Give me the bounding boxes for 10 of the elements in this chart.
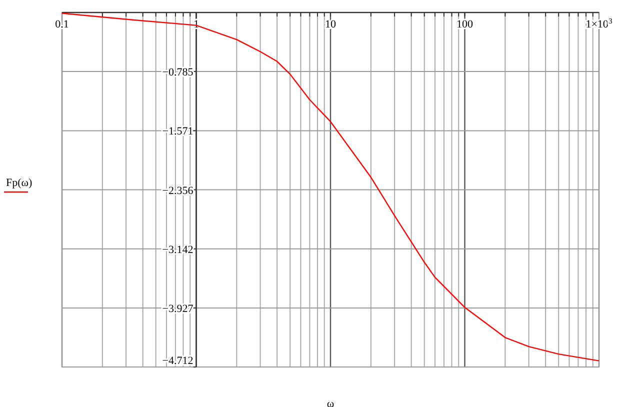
y-tick-label: −3.927 <box>162 302 194 315</box>
y-tick-label: −2.356 <box>162 184 194 197</box>
y-tick-label: −4.712 <box>162 355 194 367</box>
x-tick-label: 0.1 <box>55 18 69 30</box>
x-tick-label: 1×10$^{3}$ <box>586 16 612 30</box>
x-axis-title: ω <box>326 398 334 407</box>
y-tick-label: −1.571 <box>162 126 194 138</box>
y-tick-label: −3.142 <box>162 244 194 256</box>
text: Fp(ω) <box>6 177 33 189</box>
y-tick-label: −0.785 <box>162 66 194 79</box>
